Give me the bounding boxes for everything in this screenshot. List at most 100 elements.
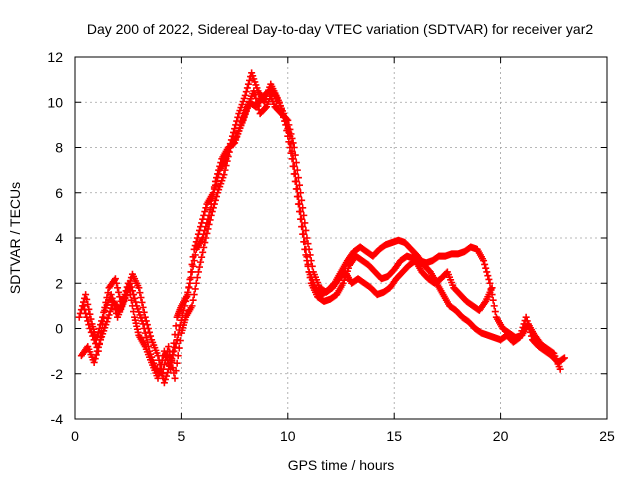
y-axis-label: SDTVAR / TECUs bbox=[7, 182, 23, 294]
data-point bbox=[207, 211, 215, 219]
data-point bbox=[241, 91, 249, 99]
data-point bbox=[292, 185, 300, 193]
data-point bbox=[91, 355, 99, 363]
data-point bbox=[301, 219, 309, 227]
data-point bbox=[189, 296, 197, 304]
data-point bbox=[181, 302, 189, 310]
data-point bbox=[160, 379, 168, 387]
x-tick-label: 5 bbox=[178, 428, 186, 444]
y-tick-label: 10 bbox=[47, 94, 63, 110]
y-tick-label: 6 bbox=[55, 185, 63, 201]
data-point bbox=[251, 91, 259, 99]
data-point bbox=[288, 134, 296, 142]
data-point bbox=[188, 302, 196, 310]
y-tick-label: 12 bbox=[47, 49, 63, 65]
y-tick-label: -2 bbox=[51, 366, 64, 382]
data-point bbox=[171, 374, 179, 382]
data-point bbox=[172, 367, 180, 375]
data-point bbox=[220, 171, 228, 179]
y-tick-label: 2 bbox=[55, 275, 63, 291]
data-point bbox=[191, 285, 199, 293]
data-point bbox=[132, 298, 140, 306]
data-point bbox=[94, 347, 102, 355]
x-axis-label: GPS time / hours bbox=[288, 457, 395, 473]
data-point bbox=[86, 325, 94, 332]
data-point bbox=[201, 208, 209, 216]
data-point bbox=[490, 302, 498, 310]
data-point bbox=[189, 262, 197, 270]
data-point bbox=[250, 87, 258, 95]
data-point bbox=[300, 238, 308, 246]
data-point bbox=[306, 251, 314, 259]
data-point bbox=[275, 98, 283, 106]
data-point bbox=[483, 268, 491, 276]
data-point bbox=[214, 170, 222, 178]
data-point bbox=[201, 239, 209, 247]
data-point bbox=[90, 336, 98, 344]
data-point bbox=[244, 80, 252, 88]
data-point bbox=[180, 306, 188, 314]
data-point bbox=[131, 294, 139, 302]
data-point bbox=[202, 234, 210, 242]
data-point bbox=[481, 260, 489, 268]
data-point bbox=[166, 348, 174, 356]
data-point bbox=[191, 251, 199, 259]
data-point bbox=[81, 306, 89, 314]
data-point bbox=[89, 332, 97, 340]
data-point bbox=[480, 257, 488, 265]
chart-title: Day 200 of 2022, Sidereal Day-to-day VTE… bbox=[87, 21, 593, 37]
data-point bbox=[140, 325, 148, 332]
data-point bbox=[283, 127, 291, 135]
data-point bbox=[160, 361, 168, 369]
data-point bbox=[185, 284, 193, 292]
data-point bbox=[167, 353, 175, 361]
data-point bbox=[208, 208, 216, 216]
data-point bbox=[163, 352, 171, 360]
data-point bbox=[292, 159, 300, 167]
data-point bbox=[95, 340, 103, 348]
data-point bbox=[105, 311, 113, 319]
y-tick-label: 4 bbox=[55, 230, 63, 246]
data-point bbox=[206, 216, 214, 224]
data-layer bbox=[75, 69, 568, 387]
data-point bbox=[289, 139, 297, 147]
data-point bbox=[106, 308, 114, 316]
data-point bbox=[283, 115, 291, 123]
data-point bbox=[107, 291, 115, 299]
data-point bbox=[82, 309, 90, 317]
x-tick-label: 10 bbox=[280, 428, 296, 444]
data-point bbox=[303, 234, 311, 242]
data-point bbox=[87, 328, 95, 336]
data-point bbox=[291, 151, 299, 159]
data-point bbox=[197, 258, 205, 266]
data-point bbox=[110, 302, 118, 310]
data-point bbox=[174, 352, 182, 360]
data-point bbox=[286, 125, 294, 133]
data-point bbox=[137, 294, 145, 302]
y-tick-label: -4 bbox=[51, 411, 64, 427]
data-point bbox=[293, 166, 301, 174]
data-point bbox=[144, 343, 152, 351]
data-point bbox=[294, 200, 302, 208]
data-point bbox=[488, 284, 496, 292]
series-track-3 bbox=[80, 87, 496, 382]
data-point bbox=[288, 155, 296, 163]
data-point bbox=[204, 225, 212, 233]
y-tick-label: 8 bbox=[55, 140, 63, 156]
data-point bbox=[217, 159, 225, 167]
data-point bbox=[182, 297, 190, 305]
data-point bbox=[491, 308, 499, 316]
data-point bbox=[221, 166, 229, 174]
data-point bbox=[211, 196, 219, 204]
data-point bbox=[92, 351, 100, 359]
data-point bbox=[195, 263, 203, 271]
data-point bbox=[284, 116, 292, 124]
data-point bbox=[108, 294, 116, 302]
data-point bbox=[216, 162, 224, 170]
data-point bbox=[141, 329, 149, 337]
data-point bbox=[489, 296, 497, 304]
data-point bbox=[291, 177, 299, 185]
